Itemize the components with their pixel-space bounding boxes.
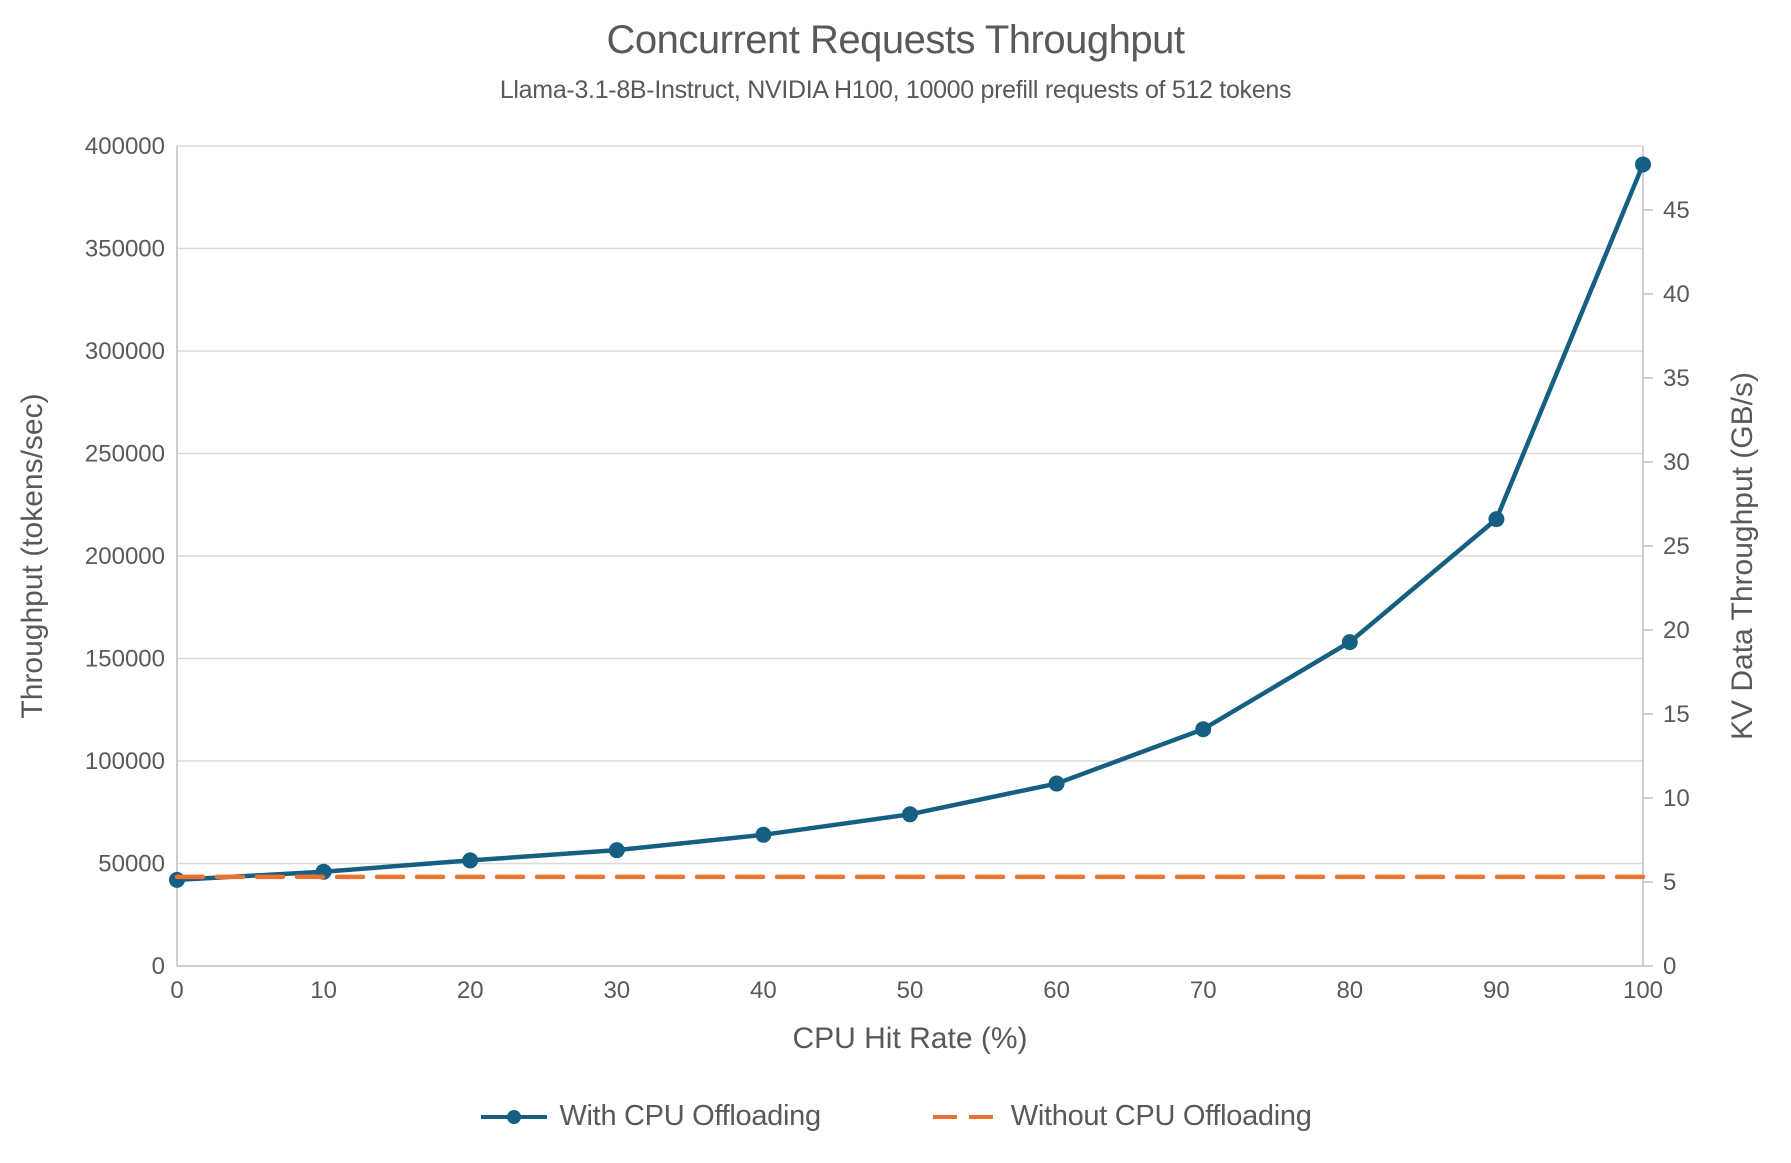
left-y-tick-label: 250000 — [85, 441, 165, 468]
legend-item-without-offloading[interactable]: Without CPU Offloading — [931, 1100, 1312, 1133]
left-y-tick-label: 300000 — [85, 338, 165, 365]
data-point-marker — [1048, 775, 1065, 792]
right-y-tick-label: 20 — [1663, 617, 1690, 644]
x-tick-label: 60 — [1043, 977, 1070, 1004]
left-y-tick-label: 150000 — [85, 646, 165, 673]
right-y-tick-label: 30 — [1663, 449, 1690, 476]
right-y-tick-label: 25 — [1663, 533, 1690, 560]
legend-dashed-line-icon — [932, 1114, 999, 1119]
data-point-marker — [1635, 156, 1651, 173]
legend-item-with-offloading[interactable]: With CPU Offloading — [479, 1100, 821, 1133]
x-tick-label: 10 — [310, 977, 337, 1004]
legend-label: Without CPU Offloading — [1010, 1100, 1312, 1132]
legend-label: With CPU Offloading — [559, 1100, 821, 1132]
data-point-marker — [1341, 634, 1358, 651]
x-axis-title: CPU Hit Rate (%) — [792, 1022, 1028, 1055]
data-point-marker — [902, 806, 918, 823]
right-y-tick-label: 5 — [1663, 869, 1676, 896]
x-tick-label: 40 — [750, 977, 777, 1004]
series-line-solid — [174, 162, 1646, 883]
x-tick-label: 90 — [1483, 977, 1510, 1004]
x-tick-label: 20 — [457, 977, 484, 1004]
x-tick-label: 0 — [170, 977, 183, 1004]
left-y-tick-label: 350000 — [85, 236, 165, 263]
right-y-tick-label: 15 — [1663, 701, 1690, 728]
right-y-tick-label: 0 — [1663, 953, 1676, 980]
chart-subtitle: Llama-3.1-8B-Instruct, NVIDIA H100, 1000… — [499, 76, 1292, 104]
legend: With CPU Offloading Without CPU Offloadi… — [0, 1100, 1791, 1133]
gridlines — [177, 145, 1643, 865]
data-point-marker — [755, 826, 772, 843]
data-series — [169, 156, 1651, 888]
left-y-tick-label: 400000 — [85, 133, 165, 160]
axis-lines — [176, 146, 1653, 967]
legend-line-marker-icon — [481, 1109, 548, 1124]
chart-title: Concurrent Requests Throughput — [606, 18, 1185, 62]
right-y-tick-label: 45 — [1663, 197, 1690, 224]
right-y-tick-label: 10 — [1663, 785, 1690, 812]
right-axis-title: KV Data Throughput (GB/s) — [1726, 372, 1759, 740]
left-axis-title: Throughput (tokens/sec) — [16, 393, 49, 718]
left-y-tick-label: 200000 — [85, 543, 165, 570]
data-point-marker — [608, 842, 625, 859]
x-tick-label: 70 — [1190, 977, 1217, 1004]
data-point-marker — [462, 852, 479, 869]
x-tick-label: 50 — [897, 977, 924, 1004]
data-point-marker — [169, 871, 185, 888]
left-y-tick-label: 100000 — [85, 748, 165, 775]
right-y-tick-label: 40 — [1663, 281, 1690, 308]
tick-labels: 0500001000001500002000002500003000003500… — [85, 133, 1690, 1004]
data-point-marker — [1488, 511, 1505, 528]
right-y-tick-label: 35 — [1663, 365, 1690, 392]
left-y-tick-label: 0 — [152, 953, 165, 980]
x-tick-label: 100 — [1623, 977, 1663, 1004]
x-tick-label: 30 — [603, 977, 630, 1004]
x-tick-label: 80 — [1336, 977, 1363, 1004]
data-point-marker — [1195, 721, 1212, 738]
left-y-tick-label: 50000 — [98, 851, 165, 878]
